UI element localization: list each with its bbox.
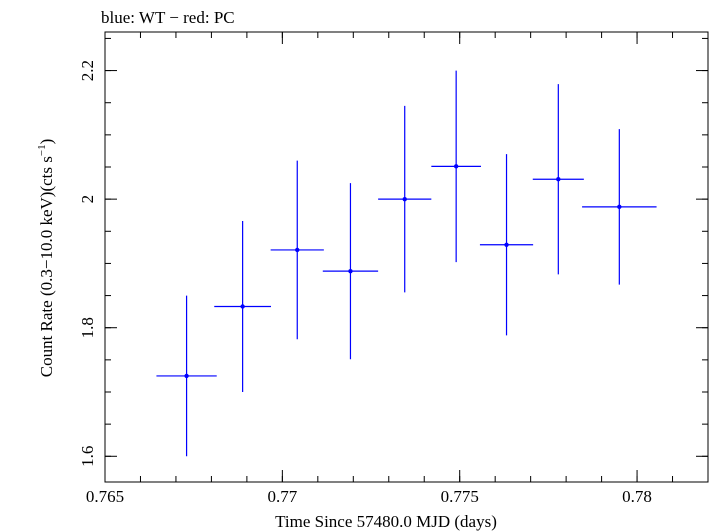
- data-point-marker: [184, 373, 189, 379]
- y-axis-title-main: Count Rate (0.3−10.0 keV)(cts s: [37, 156, 56, 377]
- data-point: [270, 160, 324, 340]
- data-point-marker: [617, 204, 622, 210]
- x-axis-title: Time Since 57480.0 MJD (days): [275, 512, 497, 531]
- data-point: [378, 105, 432, 293]
- data-point-marker: [504, 242, 509, 247]
- x-tick-label: 0.77: [267, 487, 297, 506]
- x-tick-label: 0.78: [622, 487, 652, 506]
- y-tick-label: 1.8: [78, 317, 97, 338]
- plot-title: blue: WT − red: PC: [101, 8, 235, 27]
- y-axis-title: Count Rate (0.3−10.0 keV)(cts s−1): [36, 139, 56, 378]
- data-point: [156, 295, 217, 457]
- x-tick-label: 0.765: [86, 487, 124, 506]
- data-point: [532, 84, 584, 275]
- data-points: [156, 70, 657, 457]
- y-tick-label: 2: [78, 195, 97, 204]
- data-point: [479, 154, 534, 336]
- data-point: [214, 221, 272, 392]
- data-point: [582, 129, 657, 285]
- data-point-marker: [348, 268, 353, 274]
- y-tick-label: 2.2: [78, 60, 97, 81]
- plot-frame: [104, 31, 709, 483]
- data-point: [322, 183, 379, 360]
- axis-ticks: [104, 32, 709, 482]
- axis-tick-labels: 0.765 0.77 0.775 0.78 1.6 1.8 2 2.2: [78, 60, 652, 506]
- x-tick-label: 0.775: [441, 487, 479, 506]
- data-point-marker: [556, 177, 561, 182]
- data-point-marker: [453, 164, 459, 169]
- y-axis-title-exponent: −1: [36, 144, 48, 156]
- data-point-marker: [402, 196, 407, 202]
- y-axis-title-tail: ): [37, 139, 56, 145]
- y-tick-label: 1.6: [78, 446, 97, 467]
- data-point: [431, 70, 481, 263]
- data-point-marker: [240, 304, 245, 309]
- data-point-marker: [295, 247, 300, 253]
